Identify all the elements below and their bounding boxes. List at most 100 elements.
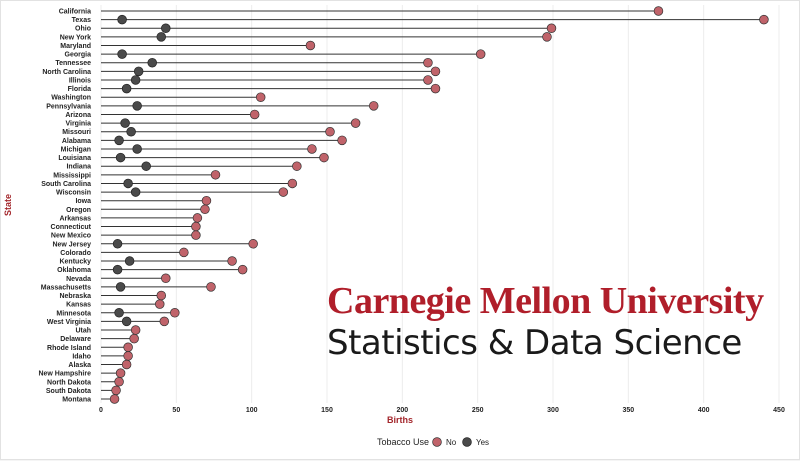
- point-yes-tobacco: [114, 308, 124, 318]
- point-yes-tobacco: [123, 178, 133, 189]
- state-label: New Hampshire: [38, 371, 91, 378]
- point-no-tobacco: [430, 83, 441, 94]
- legend-key-no: [432, 437, 442, 447]
- state-label: West Virginia: [47, 319, 91, 326]
- y-axis-title: State: [3, 194, 13, 216]
- x-axis-title: Births: [387, 415, 413, 425]
- x-tick-label: 300: [547, 407, 559, 414]
- point-yes-tobacco: [156, 32, 167, 42]
- point-no-tobacco: [248, 239, 258, 249]
- point-no-tobacco: [114, 377, 124, 387]
- x-tick-label: 150: [321, 407, 333, 414]
- department-logo-text: Statistics & Data Science: [327, 323, 742, 363]
- point-no-tobacco: [319, 152, 329, 163]
- point-yes-tobacco: [115, 282, 126, 292]
- state-label: Nevada: [66, 276, 91, 283]
- x-tick-label: 200: [396, 407, 408, 414]
- state-label: New Mexico: [51, 233, 91, 240]
- state-label: Alabama: [62, 138, 91, 145]
- x-tick-label: 450: [773, 407, 785, 414]
- point-no-tobacco: [123, 351, 133, 361]
- point-no-tobacco: [111, 385, 121, 396]
- point-no-tobacco: [210, 170, 221, 180]
- point-yes-tobacco: [114, 135, 124, 146]
- state-label: Nebraska: [59, 293, 91, 300]
- state-label: Michigan: [61, 146, 91, 153]
- x-tick-label: 400: [698, 407, 710, 414]
- point-no-tobacco: [191, 221, 201, 232]
- point-yes-tobacco: [130, 187, 141, 197]
- point-yes-tobacco: [126, 126, 136, 137]
- point-no-tobacco: [170, 308, 180, 318]
- state-label: Indiana: [66, 164, 91, 171]
- point-no-tobacco: [227, 256, 237, 266]
- state-label: Iowa: [75, 198, 91, 205]
- state-label: Texas: [72, 17, 91, 24]
- state-label: Rhode Island: [47, 345, 91, 352]
- point-no-tobacco: [430, 66, 441, 77]
- state-label: Delaware: [60, 336, 91, 343]
- cmu-logo-text: Carnegie Mellon University: [327, 280, 764, 322]
- state-label: Ohio: [75, 26, 91, 33]
- legend-label-no: No: [446, 438, 457, 447]
- point-yes-tobacco: [133, 66, 144, 77]
- point-yes-tobacco: [141, 161, 151, 171]
- state-label: Mississippi: [53, 172, 91, 179]
- point-yes-tobacco: [115, 152, 126, 163]
- point-no-tobacco: [121, 359, 132, 370]
- point-no-tobacco: [200, 204, 210, 215]
- legend-key-yes: [462, 437, 472, 447]
- state-label: North Dakota: [47, 379, 91, 386]
- point-yes-tobacco: [161, 23, 171, 33]
- state-label: Minnesota: [56, 310, 91, 317]
- state-label: New Jersey: [52, 241, 91, 248]
- x-tick-label: 100: [246, 407, 258, 414]
- point-no-tobacco: [292, 161, 302, 171]
- state-label: Idaho: [72, 353, 91, 360]
- point-yes-tobacco: [124, 256, 135, 266]
- x-tick-label: 0: [99, 407, 103, 414]
- x-tick-label: 50: [172, 407, 180, 414]
- point-no-tobacco: [159, 316, 170, 327]
- point-no-tobacco: [350, 118, 361, 128]
- state-label: Louisiana: [58, 155, 91, 162]
- state-label: Florida: [68, 86, 91, 93]
- point-no-tobacco: [653, 6, 664, 16]
- state-label: Kentucky: [59, 259, 91, 266]
- state-label: Pennsylvania: [46, 103, 91, 110]
- state-label: Kansas: [66, 302, 91, 309]
- point-no-tobacco: [546, 23, 557, 33]
- x-tick-label: 250: [472, 407, 484, 414]
- point-no-tobacco: [237, 264, 248, 275]
- state-label: Montana: [62, 397, 91, 404]
- state-label: Arkansas: [59, 215, 91, 222]
- point-yes-tobacco: [121, 316, 132, 327]
- point-no-tobacco: [123, 342, 133, 353]
- point-yes-tobacco: [132, 144, 142, 154]
- point-no-tobacco: [542, 32, 552, 42]
- state-label: Utah: [75, 328, 91, 335]
- point-no-tobacco: [130, 325, 141, 335]
- state-label: South Dakota: [46, 388, 91, 395]
- state-label: North Carolina: [42, 69, 91, 76]
- point-no-tobacco: [368, 101, 379, 111]
- state-label: Missouri: [62, 129, 91, 136]
- point-yes-tobacco: [112, 239, 123, 249]
- point-no-tobacco: [278, 187, 289, 197]
- point-no-tobacco: [179, 247, 189, 258]
- state-label: South Carolina: [41, 181, 91, 188]
- point-no-tobacco: [337, 135, 347, 146]
- point-no-tobacco: [759, 14, 769, 25]
- legend-label-yes: Yes: [476, 438, 489, 447]
- point-yes-tobacco: [117, 49, 127, 59]
- point-no-tobacco: [155, 299, 165, 309]
- state-label: Maryland: [60, 43, 91, 50]
- point-no-tobacco: [201, 195, 212, 206]
- x-tick-label: 350: [622, 407, 634, 414]
- legend-title: Tobacco Use: [377, 437, 429, 447]
- point-no-tobacco: [115, 368, 126, 378]
- point-no-tobacco: [129, 333, 139, 344]
- point-no-tobacco: [206, 282, 216, 292]
